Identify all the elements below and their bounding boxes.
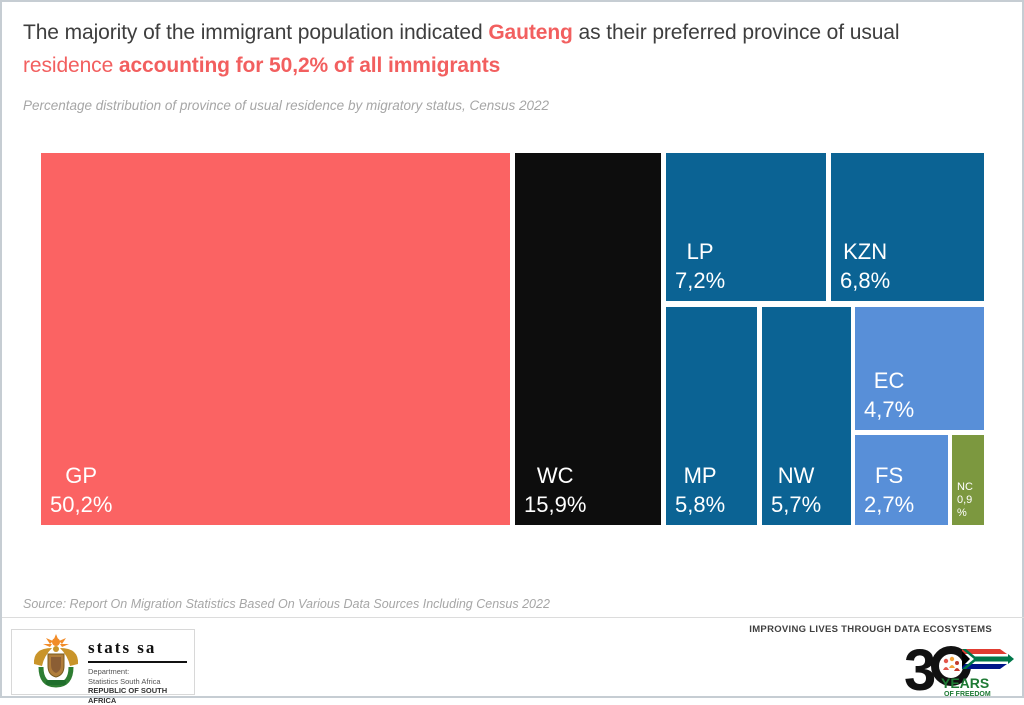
cell-label-gp: GP 50,2% <box>50 461 112 519</box>
footer-tagline: IMPROVING LIVES THROUGH DATA ECOSYSTEMS <box>749 624 992 635</box>
treemap-cell-fs: FS 2,7% <box>855 435 948 525</box>
treemap-cell-wc: WC 15,9% <box>515 153 661 525</box>
cell-label-mp: MP 5,8% <box>675 461 725 519</box>
province-value: 5,8% <box>675 492 726 517</box>
treemap-chart: GP 50,2% WC 15,9% LP 7,2% KZN 6,8% MP 5,… <box>41 153 984 525</box>
statssa-dept-line1: Department: <box>88 667 130 676</box>
cell-label-nc: NC 0,9 % <box>957 481 973 520</box>
title-highlight-residence: residence <box>23 54 119 77</box>
statssa-dept-line2: Statistics South Africa <box>88 676 161 686</box>
province-code: KZN <box>843 239 888 264</box>
province-code: GP <box>65 463 98 488</box>
cell-label-nw: NW 5,7% <box>771 461 821 519</box>
province-value: 5,7% <box>771 492 822 517</box>
treemap-cell-gp: GP 50,2% <box>41 153 510 525</box>
treemap-cell-kzn: KZN 6,8% <box>831 153 984 301</box>
coat-of-arms-icon <box>33 634 79 688</box>
province-code: NC <box>957 481 973 493</box>
freedom-logo-digit: 3 <box>904 641 936 699</box>
treemap-cell-nc: NC 0,9 % <box>952 435 984 525</box>
title-highlight-accounting: accounting for 50,2% of all immigrants <box>118 54 501 77</box>
province-value: 0,9 <box>957 494 973 506</box>
province-code: FS <box>875 463 904 488</box>
title-highlight-gauteng: Gauteng <box>488 21 573 44</box>
treemap-cell-lp: LP 7,2% <box>666 153 826 301</box>
province-code: MP <box>683 463 717 488</box>
province-value: 6,8% <box>840 268 891 293</box>
cell-label-kzn: KZN 6,8% <box>840 237 890 295</box>
footer-divider <box>2 617 1024 618</box>
treemap-cell-ec: EC 4,7% <box>855 307 984 430</box>
cell-label-wc: WC 15,9% <box>524 461 586 519</box>
source-note: Source: Report On Migration Statistics B… <box>23 597 550 611</box>
sa-flag-icon <box>962 649 1014 669</box>
cell-label-fs: FS 2,7% <box>864 461 914 519</box>
province-code: EC <box>873 368 905 393</box>
statssa-text-block: stats sa Department: Statistics South Af… <box>88 638 193 705</box>
title-text: as their preferred province of usual <box>572 21 900 44</box>
province-value: 15,9% <box>524 492 587 517</box>
statssa-dept-line3: REPUBLIC OF SOUTH AFRICA <box>88 686 168 705</box>
cell-label-lp: LP 7,2% <box>675 237 725 295</box>
thirty-years-of-freedom-icon: 3 YEARS OF FREEDOM <box>904 641 1014 699</box>
cell-label-ec: EC 4,7% <box>864 366 914 424</box>
province-value: 2,7% <box>864 492 915 517</box>
freedom-logo-of-freedom: OF FREEDOM <box>944 691 991 698</box>
people-figures <box>943 656 960 671</box>
province-value: 50,2% <box>50 492 113 517</box>
freedom-logo-years: YEARS <box>941 675 989 691</box>
wordmark-underline <box>88 661 187 663</box>
treemap-cell-mp: MP 5,8% <box>666 307 757 525</box>
province-value-suffix: % <box>957 507 967 519</box>
title-text: The majority of the immigrant population… <box>23 21 489 44</box>
province-code: NW <box>777 463 815 488</box>
chart-subtitle: Percentage distribution of province of u… <box>23 98 550 113</box>
province-code: LP <box>686 239 714 264</box>
statssa-logo-block: stats sa Department: Statistics South Af… <box>11 629 195 705</box>
province-value: 7,2% <box>675 268 726 293</box>
treemap-cell-nw: NW 5,7% <box>762 307 851 525</box>
province-code: WC <box>536 463 574 488</box>
province-value: 4,7% <box>864 397 915 422</box>
statssa-wordmark: stats sa <box>88 638 157 657</box>
page-title: The majority of the immigrant population… <box>23 16 1008 82</box>
